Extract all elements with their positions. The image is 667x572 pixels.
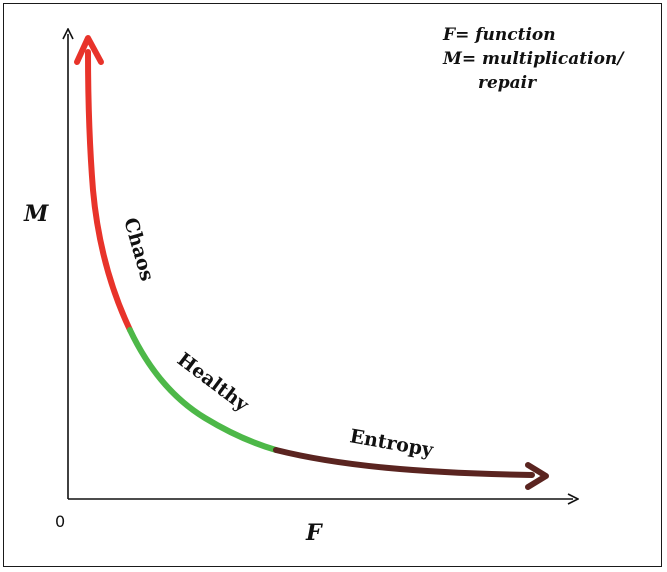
x-axis-label: F [305, 520, 323, 546]
entropy-curve [273, 447, 535, 478]
chaos-curve [85, 49, 133, 333]
chaos-label: Chaos [119, 215, 158, 283]
entropy-arrowhead [525, 462, 549, 490]
healthy-curve [127, 327, 279, 453]
legend-line-function: F= function [442, 25, 556, 45]
legend-line-multiplication: M= multiplication/ [442, 49, 625, 69]
entropy-label: Entropy [348, 425, 436, 461]
legend-line-repair: repair [478, 73, 537, 93]
chaos-arrowhead [74, 35, 104, 65]
y-axis-label: M [23, 201, 49, 227]
origin-label: 0 [55, 512, 65, 531]
